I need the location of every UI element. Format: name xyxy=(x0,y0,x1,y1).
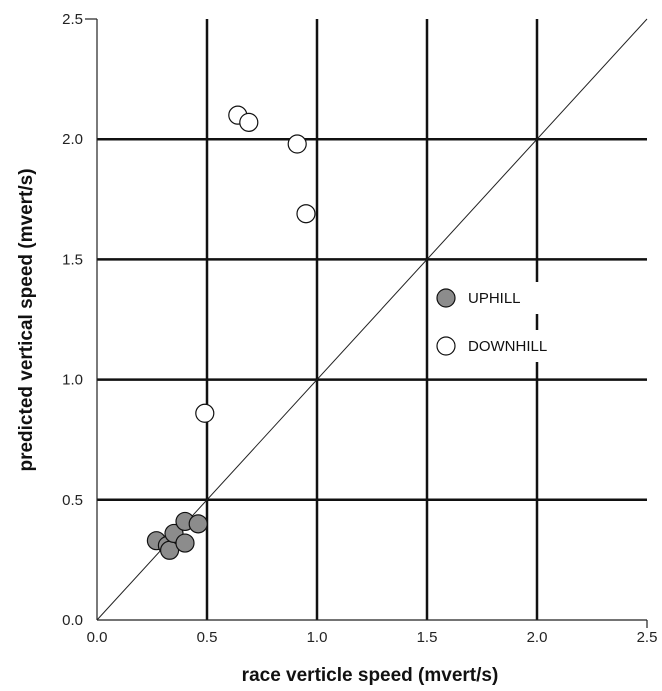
legend-label-uphill: UPHILL xyxy=(468,290,521,307)
y-tick-label: 2.5 xyxy=(62,11,83,28)
legend-marker-uphill xyxy=(436,288,456,308)
uphill-point xyxy=(175,533,195,553)
legend-label-downhill: DOWNHILL xyxy=(468,338,547,355)
legend-background xyxy=(432,330,582,362)
x-tick-label: 2.5 xyxy=(637,629,658,646)
downhill-point xyxy=(239,112,259,132)
downhill-point xyxy=(287,134,307,154)
x-tick-label: 2.0 xyxy=(527,629,548,646)
x-tick-label: 0.5 xyxy=(197,629,218,646)
legend: UPHILL DOWNHILL xyxy=(432,282,582,362)
y-tick-label: 0.0 xyxy=(62,612,83,629)
x-tick-label: 0.0 xyxy=(87,629,108,646)
legend-marker-downhill xyxy=(436,336,456,356)
y-tick-label: 1.5 xyxy=(62,251,83,268)
y-tick-label: 2.0 xyxy=(62,131,83,148)
y-tick-label: 1.0 xyxy=(62,372,83,389)
x-axis-title: race verticle speed (mvert/s) xyxy=(242,665,499,686)
x-tick-label: 1.0 xyxy=(307,629,328,646)
y-tick-label: 0.5 xyxy=(62,492,83,509)
y-axis-title: predicted vertical speed (mvert/s) xyxy=(16,168,37,471)
downhill-point xyxy=(195,403,215,423)
grid xyxy=(97,19,647,620)
legend-background xyxy=(432,282,582,314)
tick-labels: 0.0 0.5 1.0 1.5 2.0 2.5 0.0 0.5 1.0 1.5 2.0 2.5 xyxy=(62,11,657,646)
downhill-point xyxy=(296,204,316,224)
uphill-point xyxy=(188,514,208,534)
x-tick-label: 1.5 xyxy=(417,629,438,646)
data-points xyxy=(146,105,316,560)
axes xyxy=(85,18,648,628)
